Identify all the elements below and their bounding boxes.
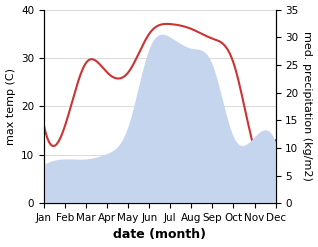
X-axis label: date (month): date (month) xyxy=(113,228,206,242)
Y-axis label: max temp (C): max temp (C) xyxy=(5,68,16,145)
Y-axis label: med. precipitation (kg/m2): med. precipitation (kg/m2) xyxy=(302,31,313,181)
